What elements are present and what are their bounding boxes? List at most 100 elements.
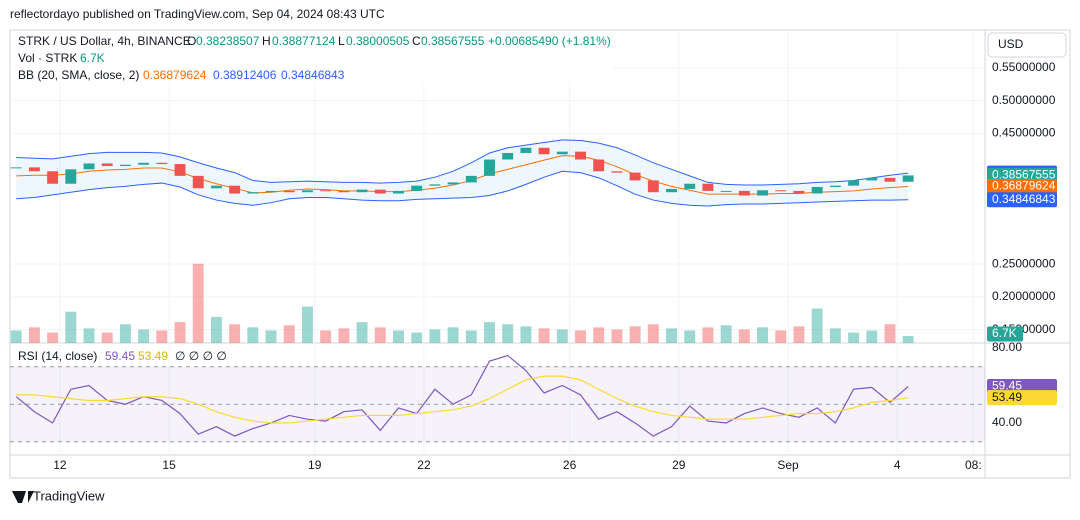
rsi-title: RSI (14, close) bbox=[18, 349, 97, 363]
volume-bar bbox=[538, 328, 550, 343]
candle-body bbox=[192, 175, 204, 189]
candle-body bbox=[575, 151, 586, 160]
candle-body bbox=[538, 147, 550, 155]
volume-bar bbox=[156, 330, 168, 343]
volume-bar bbox=[101, 332, 113, 343]
volume-bar bbox=[247, 327, 259, 343]
x-tick-label: 4 bbox=[894, 458, 901, 472]
rsi-ma-line bbox=[16, 375, 909, 424]
volume-bar bbox=[429, 329, 441, 343]
open: 0.38238507 bbox=[196, 34, 260, 48]
volume-bar bbox=[301, 306, 313, 343]
currency: USD bbox=[998, 37, 1024, 51]
price-badge: 0.38567555 bbox=[992, 168, 1056, 182]
candle-body bbox=[174, 164, 186, 176]
currency-box[interactable] bbox=[987, 32, 1067, 58]
volume-bar bbox=[647, 324, 659, 343]
volume-badge-bg bbox=[987, 326, 1023, 342]
volume-bar bbox=[629, 326, 641, 343]
candle-body bbox=[265, 190, 277, 193]
candle-body bbox=[301, 190, 313, 193]
candle-body bbox=[320, 190, 332, 192]
rsi-tick-label: 40.00 bbox=[992, 415, 1022, 429]
bb-lower-badge: 0.34846843 bbox=[992, 192, 1056, 206]
volume-last: 6.7K bbox=[80, 51, 105, 65]
candle-body bbox=[283, 190, 295, 193]
candle-body bbox=[629, 172, 641, 181]
candle-body bbox=[229, 185, 241, 194]
low: 0.38000505 bbox=[346, 34, 410, 48]
volume-bar bbox=[811, 308, 823, 343]
volume-bar bbox=[465, 330, 477, 343]
volume-bar bbox=[356, 322, 368, 343]
candle-body bbox=[829, 185, 841, 187]
volume-bar bbox=[575, 330, 586, 343]
candle-body bbox=[83, 163, 95, 170]
tv-logo bbox=[12, 491, 34, 503]
x-tick-label: 12 bbox=[53, 458, 67, 472]
volume-title: Vol · STRK bbox=[18, 51, 77, 65]
candle-body bbox=[811, 186, 823, 194]
volume-bar bbox=[192, 263, 204, 343]
volume-bar bbox=[757, 327, 769, 343]
candle-body bbox=[10, 167, 22, 169]
volume-bar bbox=[793, 326, 805, 343]
rsi-tick-label: 80.00 bbox=[992, 340, 1022, 354]
bb-basis-badge: 0.36879624 bbox=[992, 179, 1056, 193]
candle-body bbox=[101, 163, 113, 167]
chart-frame bbox=[9, 29, 1071, 479]
volume-bar bbox=[502, 324, 514, 343]
x-tick-label: 26 bbox=[563, 458, 577, 472]
candle-body bbox=[393, 190, 404, 194]
volume-bar bbox=[138, 329, 150, 343]
bb-basis-badge-bg bbox=[987, 178, 1057, 194]
candle-body bbox=[502, 152, 514, 160]
candle-body bbox=[247, 192, 259, 194]
candle-body bbox=[210, 185, 222, 189]
candle-body bbox=[684, 183, 696, 189]
candle-body bbox=[702, 183, 714, 191]
candle-body bbox=[28, 167, 40, 172]
x-tick-label: 29 bbox=[672, 458, 686, 472]
y-tick-label: 0.55000000 bbox=[992, 60, 1056, 74]
candle-body bbox=[611, 171, 623, 173]
ohlc-c: C bbox=[412, 34, 421, 48]
volume-bar bbox=[119, 324, 131, 343]
change: +0.00685490 (+1.81%) bbox=[488, 34, 611, 48]
x-tick-label: 08: bbox=[965, 458, 982, 472]
y-tick-label: 0.20000000 bbox=[992, 289, 1056, 303]
x-tick-label: Sep bbox=[777, 458, 799, 472]
bb-title: BB (20, SMA, close, 2) bbox=[18, 68, 139, 82]
candle-body bbox=[757, 190, 769, 196]
footer-brand: TradingView bbox=[33, 488, 105, 503]
volume-bar bbox=[393, 330, 404, 343]
candle-body bbox=[647, 180, 659, 193]
candle-body bbox=[465, 175, 477, 183]
candle-body bbox=[338, 190, 350, 193]
candle-body bbox=[848, 180, 860, 186]
volume-bar bbox=[520, 326, 532, 343]
volume-bar bbox=[265, 330, 277, 343]
rsi-extra: ∅ ∅ ∅ ∅ bbox=[175, 349, 227, 363]
volume-bar bbox=[47, 332, 59, 343]
volume-bar bbox=[738, 329, 750, 343]
volume-bar bbox=[902, 336, 914, 343]
volume-bar bbox=[666, 328, 677, 343]
x-tick-label: 15 bbox=[162, 458, 176, 472]
volume-bar bbox=[720, 325, 732, 343]
volume-bar bbox=[775, 330, 787, 343]
candle-body bbox=[356, 189, 368, 193]
volume-bar bbox=[338, 328, 350, 343]
rsi-last: 59.45 bbox=[105, 349, 135, 363]
volume-bar bbox=[210, 316, 222, 343]
candle-body bbox=[775, 190, 787, 192]
volume-bar bbox=[229, 324, 241, 343]
volume-bar bbox=[884, 324, 896, 343]
bb-upper: 0.38912406 bbox=[213, 68, 277, 82]
symbol: STRK / US Dollar, 4h, BINANCE bbox=[18, 34, 191, 48]
rsi-ma-last: 53.49 bbox=[138, 349, 168, 363]
candle-body bbox=[884, 177, 896, 182]
y-tick-label: 0.45000000 bbox=[992, 126, 1056, 140]
candle-body bbox=[65, 169, 77, 184]
